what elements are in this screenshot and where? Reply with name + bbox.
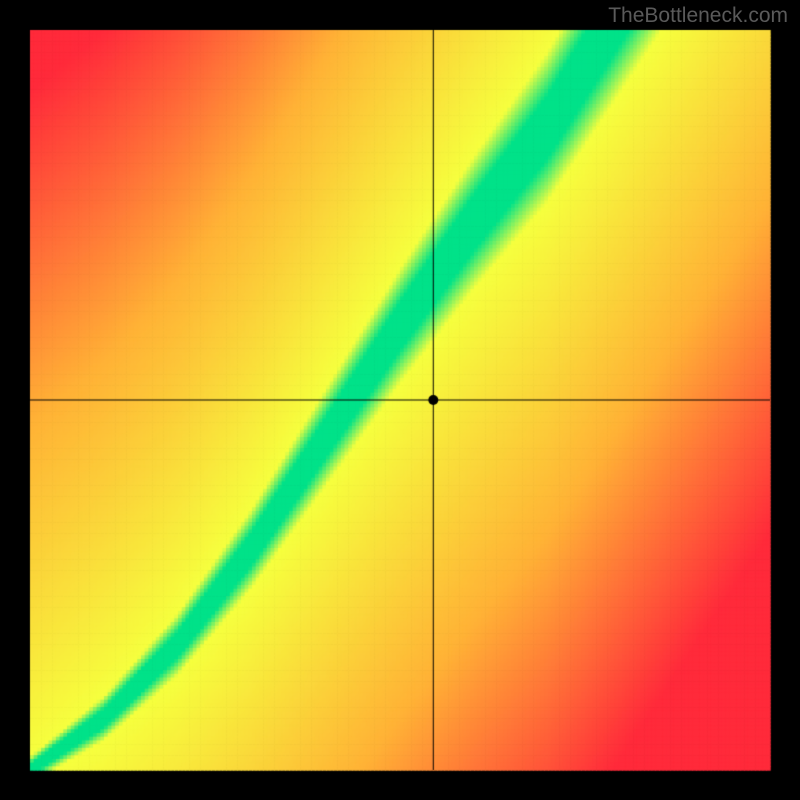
bottleneck-heatmap	[0, 0, 800, 800]
watermark-text: TheBottleneck.com	[608, 4, 788, 28]
chart-container: TheBottleneck.com	[0, 0, 800, 800]
